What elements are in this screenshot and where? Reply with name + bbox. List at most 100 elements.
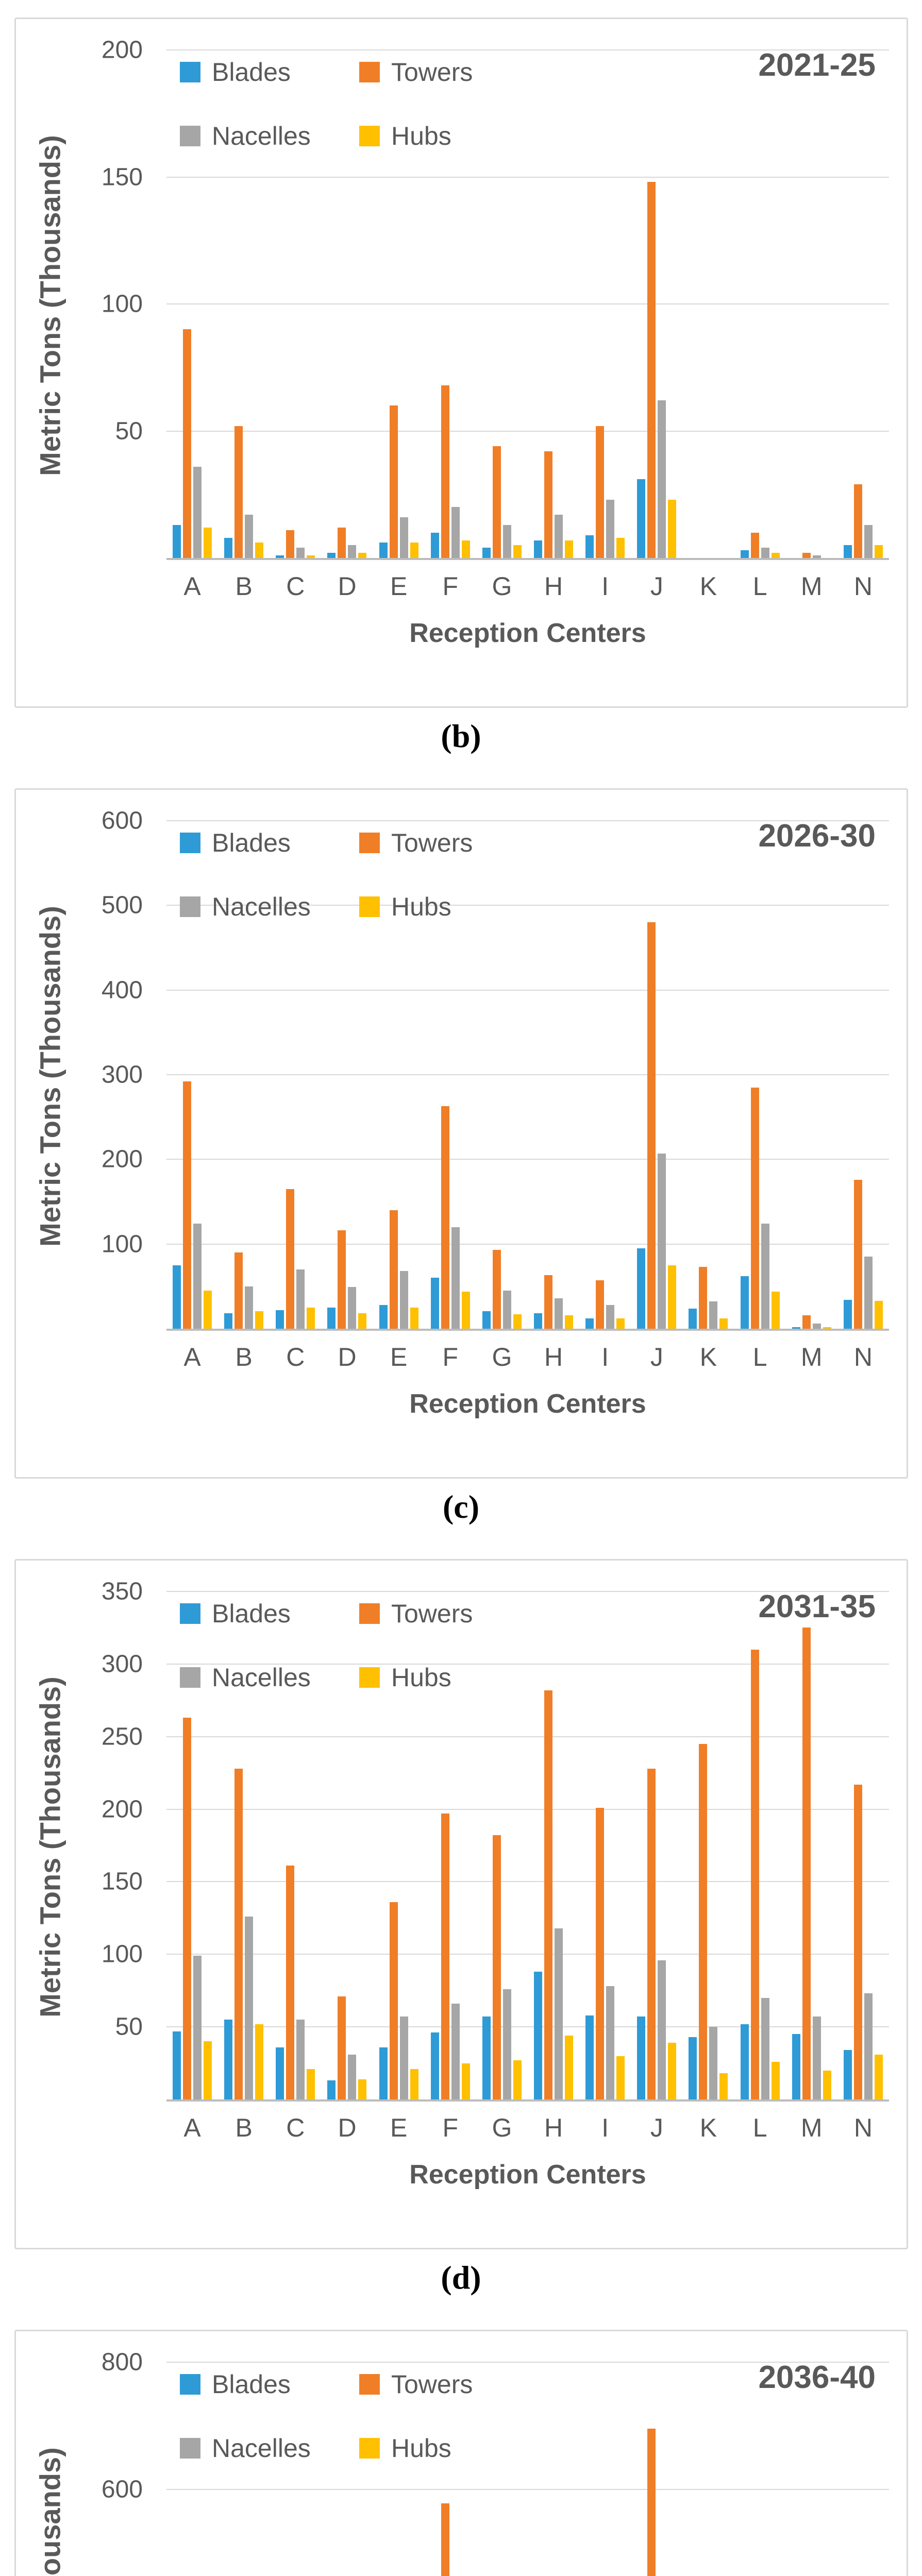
bar-blades-G	[482, 548, 491, 558]
bar-nacelles-C	[296, 2020, 305, 2099]
bar-blades-D	[327, 2080, 336, 2099]
bar-blades-B	[224, 537, 233, 558]
bar-hubs-I	[616, 1318, 625, 1329]
legend-swatch-towers-icon	[359, 62, 380, 82]
bar-towers-J	[647, 922, 656, 1329]
bar-group-M	[786, 50, 837, 558]
x-tick-label: F	[442, 2113, 459, 2142]
gridline	[166, 2488, 889, 2490]
bar-towers-F	[441, 385, 449, 558]
x-tick-label: M	[800, 1343, 823, 1371]
x-tick-label: H	[544, 2113, 563, 2142]
bar-group-C	[270, 1591, 321, 2099]
bar-towers-F	[441, 1814, 449, 2099]
x-tick-label: E	[390, 1343, 408, 1371]
chart-2036-40: Metric Tons (Thousands) 2036-40 20040060…	[14, 2330, 908, 2576]
x-axis-title: Reception Centers	[409, 1389, 646, 1419]
bar-blades-J	[637, 1248, 646, 1329]
bar-towers-A	[183, 1081, 192, 1329]
bar-towers-J	[647, 182, 656, 558]
x-tick-label: K	[699, 2113, 717, 2142]
chart-period-title: 2021-25	[758, 47, 876, 83]
x-tick-label: M	[800, 2113, 823, 2142]
bar-blades-G	[482, 1311, 491, 1329]
legend-swatch-nacelles-icon	[180, 1667, 200, 1688]
bar-nacelles-A	[193, 1224, 202, 1329]
x-tick-label: A	[183, 572, 201, 601]
bar-nacelles-A	[193, 1956, 202, 2099]
gridline	[166, 1074, 889, 1075]
bar-towers-I	[596, 426, 605, 558]
bar-group-G	[476, 2362, 528, 2576]
chart-period-title: 2031-35	[758, 1589, 876, 1624]
legend-swatch-nacelles-icon	[180, 896, 200, 917]
bar-hubs-K	[719, 1318, 728, 1329]
legend-item-hubs: Hubs	[359, 121, 473, 151]
y-axis-tick-labels: 100 200 300 400 500 600	[16, 807, 143, 1329]
bar-group-D	[321, 1591, 373, 2099]
legend-item-nacelles: Nacelles	[180, 1663, 359, 1692]
bar-group-A	[166, 821, 218, 1329]
bar-towers-M	[802, 553, 811, 558]
bar-hubs-C	[307, 2069, 315, 2099]
bar-group-F	[425, 1591, 476, 2099]
x-tick-label: N	[853, 572, 873, 601]
legend-item-hubs: Hubs	[359, 1663, 473, 1692]
legend-label-hubs: Hubs	[391, 122, 451, 150]
bar-group-K	[682, 1591, 734, 2099]
panel-label-c: (c)	[442, 1488, 480, 1525]
y-axis-tick-labels: 50 100 150 200	[16, 37, 143, 558]
legend-item-hubs: Hubs	[359, 2433, 473, 2463]
bar-towers-N	[853, 1179, 862, 1329]
x-tick-label: I	[601, 572, 609, 601]
legend-label-blades: Blades	[212, 58, 291, 87]
legend-label-nacelles: Nacelles	[212, 122, 311, 150]
bar-nacelles-C	[296, 548, 305, 558]
legend-item-hubs: Hubs	[359, 892, 473, 922]
bar-hubs-L	[771, 553, 780, 558]
bar-hubs-L	[771, 1291, 780, 1329]
bar-group-I	[579, 50, 631, 558]
legend-label-blades: Blades	[212, 2370, 291, 2399]
bar-towers-I	[596, 1280, 605, 1329]
x-axis-title: Reception Centers	[409, 2160, 646, 2190]
bar-hubs-D	[358, 2079, 367, 2099]
bar-towers-A	[183, 329, 192, 558]
bar-group-G	[476, 50, 528, 558]
panel-label-b: (b)	[441, 718, 481, 754]
y-tick-label: 250	[101, 1723, 143, 1751]
bar-blades-M	[792, 2034, 800, 2099]
gridline	[166, 1663, 889, 1665]
bar-towers-B	[234, 1252, 243, 1329]
legend-swatch-towers-icon	[359, 833, 380, 853]
legend: Blades Towers Nacelles Hubs	[180, 1599, 473, 1692]
x-axis-title: Reception Centers	[409, 618, 646, 648]
gridline	[166, 1736, 889, 1737]
bar-hubs-A	[204, 1291, 212, 1329]
bar-hubs-I	[616, 2056, 625, 2099]
bar-towers-L	[750, 532, 759, 558]
gridline	[166, 1954, 889, 1955]
bar-nacelles-F	[451, 2004, 460, 2099]
bar-nacelles-H	[555, 515, 563, 558]
legend-item-nacelles: Nacelles	[180, 121, 359, 151]
bar-blades-M	[792, 1327, 800, 1329]
bar-hubs-M	[823, 1327, 831, 1329]
bar-group-F	[425, 2362, 476, 2576]
chart-2026-30: Metric Tons (Thousands) 2026-30 100 200 30…	[14, 788, 908, 1479]
legend-item-towers: Towers	[359, 2369, 473, 2399]
x-axis-tick-labels: A B C D E F G H I J K L M N	[166, 571, 889, 601]
bar-groups	[166, 1591, 889, 2099]
bar-blades-D	[327, 1307, 336, 1329]
bar-group-J	[631, 2362, 682, 2576]
legend-label-towers: Towers	[391, 828, 473, 857]
x-tick-label: H	[544, 1343, 563, 1371]
bar-blades-B	[224, 2020, 233, 2099]
gridline	[166, 820, 889, 821]
legend-label-hubs: Hubs	[391, 2434, 451, 2463]
bar-nacelles-J	[658, 1960, 666, 2099]
bar-nacelles-F	[451, 507, 460, 558]
chart-2031-35: Metric Tons (Thousands) 2031-35 50 100 150…	[14, 1559, 908, 2249]
bar-group-L	[734, 2362, 786, 2576]
bar-towers-N	[853, 484, 862, 558]
